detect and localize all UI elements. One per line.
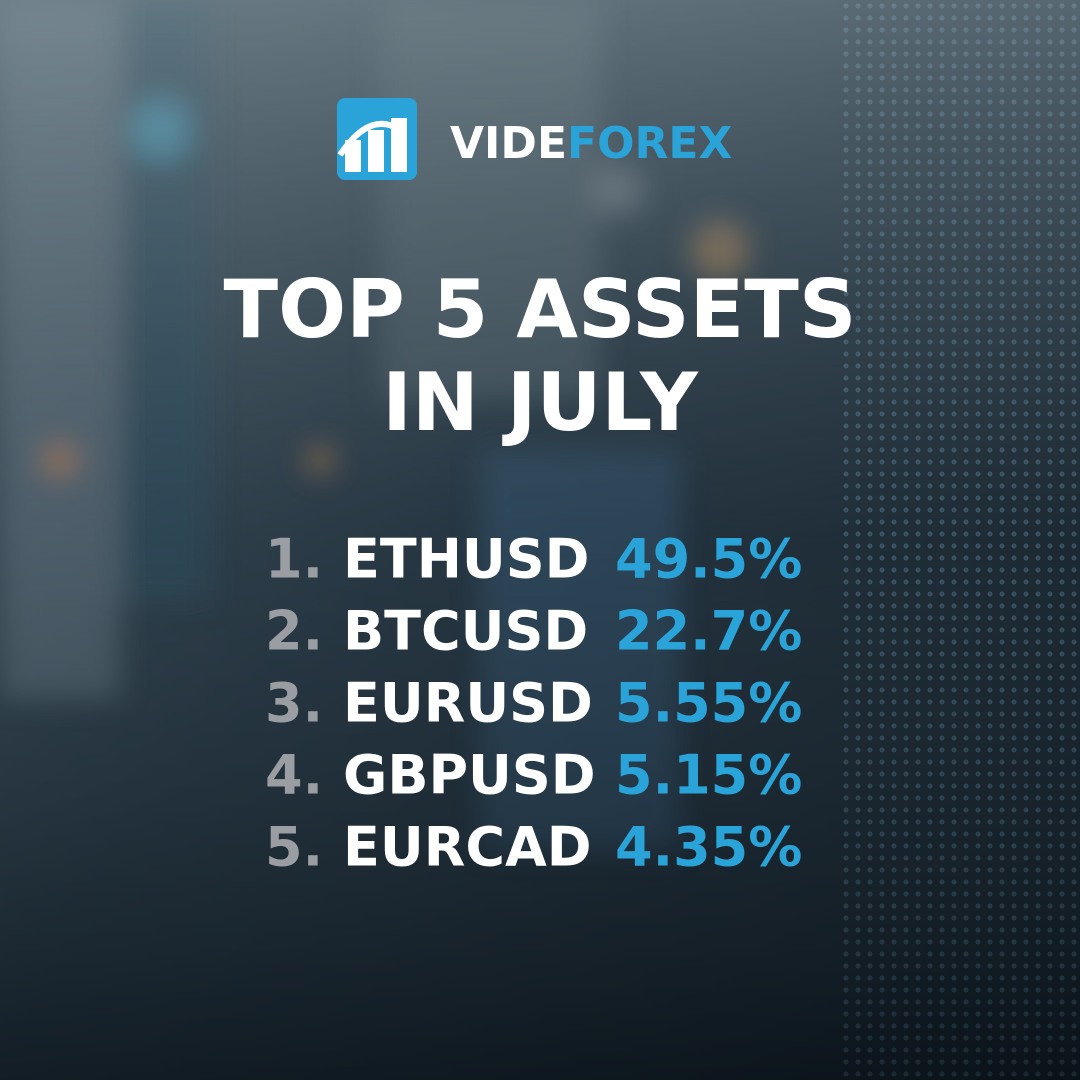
asset-value: 5.55% [615, 672, 802, 735]
asset-name: EURCAD [343, 816, 592, 879]
asset-value: 4.35% [615, 816, 802, 879]
title-line: TOP 5 ASSETS [224, 263, 857, 356]
asset-name: ETHUSD [343, 528, 589, 591]
asset-name: BTCUSD [343, 600, 588, 663]
rank: 5. [265, 816, 323, 879]
logo-icon [337, 98, 417, 180]
asset-value: 5.15% [615, 744, 802, 807]
asset-value: 49.5% [615, 528, 802, 591]
asset-name: EURUSD [343, 672, 593, 735]
rank: 3. [265, 672, 323, 735]
rank: 1. [265, 528, 323, 591]
logo-part: FOREX [567, 118, 732, 169]
rank: 2. [265, 600, 323, 663]
title-line: IN JULY [382, 356, 699, 449]
logo-text: VIDEFOREX [450, 118, 732, 169]
logo-part: VIDE [450, 118, 567, 169]
asset-name: GBPUSD [343, 744, 596, 807]
rank: 4. [265, 744, 323, 807]
asset-value: 22.7% [615, 600, 802, 663]
